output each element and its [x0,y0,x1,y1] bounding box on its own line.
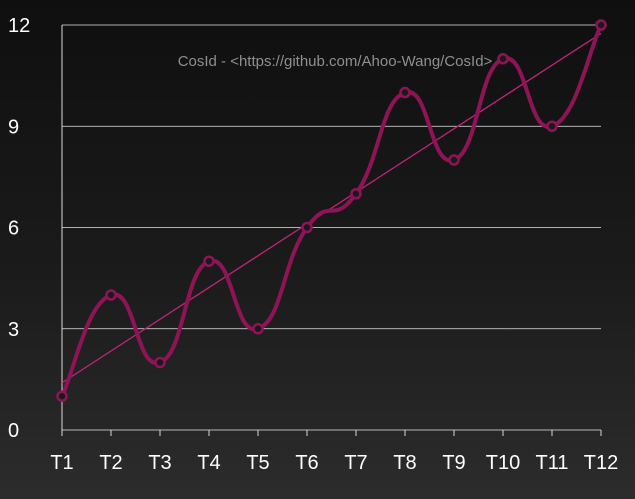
data-point-T11 [546,120,558,132]
x-tick-label-T2: T2 [99,452,122,474]
y-tick-label-3: 3 [8,319,19,341]
markers-layer [56,19,607,402]
x-tick-label-T8: T8 [393,452,416,474]
data-point-T3 [154,356,166,369]
x-tick-label-T6: T6 [295,452,318,474]
data-point-T4 [203,255,215,267]
x-tick-label-T11: T11 [536,452,569,474]
y-tick-label-6: 6 [8,218,19,240]
trendline-layer [61,32,602,384]
data-point-T2 [105,289,117,301]
x-tick-label-T9: T9 [442,452,465,474]
grid-lines [62,24,601,431]
watermark-annotation: CosId - <https://github.com/Ahoo-Wang/Co… [178,53,493,70]
x-tick-label-T3: T3 [148,452,171,474]
x-tick-label-T12: T12 [584,452,618,474]
y-tick-label-0: 0 [8,420,19,442]
data-point-T9 [448,154,460,166]
x-tick-label-T5: T5 [246,452,269,474]
x-tick-label-T4: T4 [197,452,220,474]
trendline [61,32,602,384]
x-tick-label-T7: T7 [344,452,367,474]
y-tick-label-12: 12 [8,15,30,37]
series-line-0 [60,23,603,399]
data-point-T12 [595,19,607,31]
data-point-T10 [497,53,509,65]
series-layer [60,23,603,399]
data-point-T6 [301,221,313,234]
y-tick-label-9: 9 [8,116,19,138]
x-tick-label-T1: T1 [50,452,73,474]
data-point-T1 [56,390,68,402]
data-point-T5 [252,323,264,335]
x-tick-label-T10: T10 [486,452,520,474]
data-point-T7 [350,188,362,200]
y-axis: 0 3 6 9 12 [8,15,63,442]
data-point-T8 [399,86,411,99]
x-axis: T1 T2 T3 T4 T5 T6 T7 T8 T9 T10 T11 T12 [50,430,618,474]
